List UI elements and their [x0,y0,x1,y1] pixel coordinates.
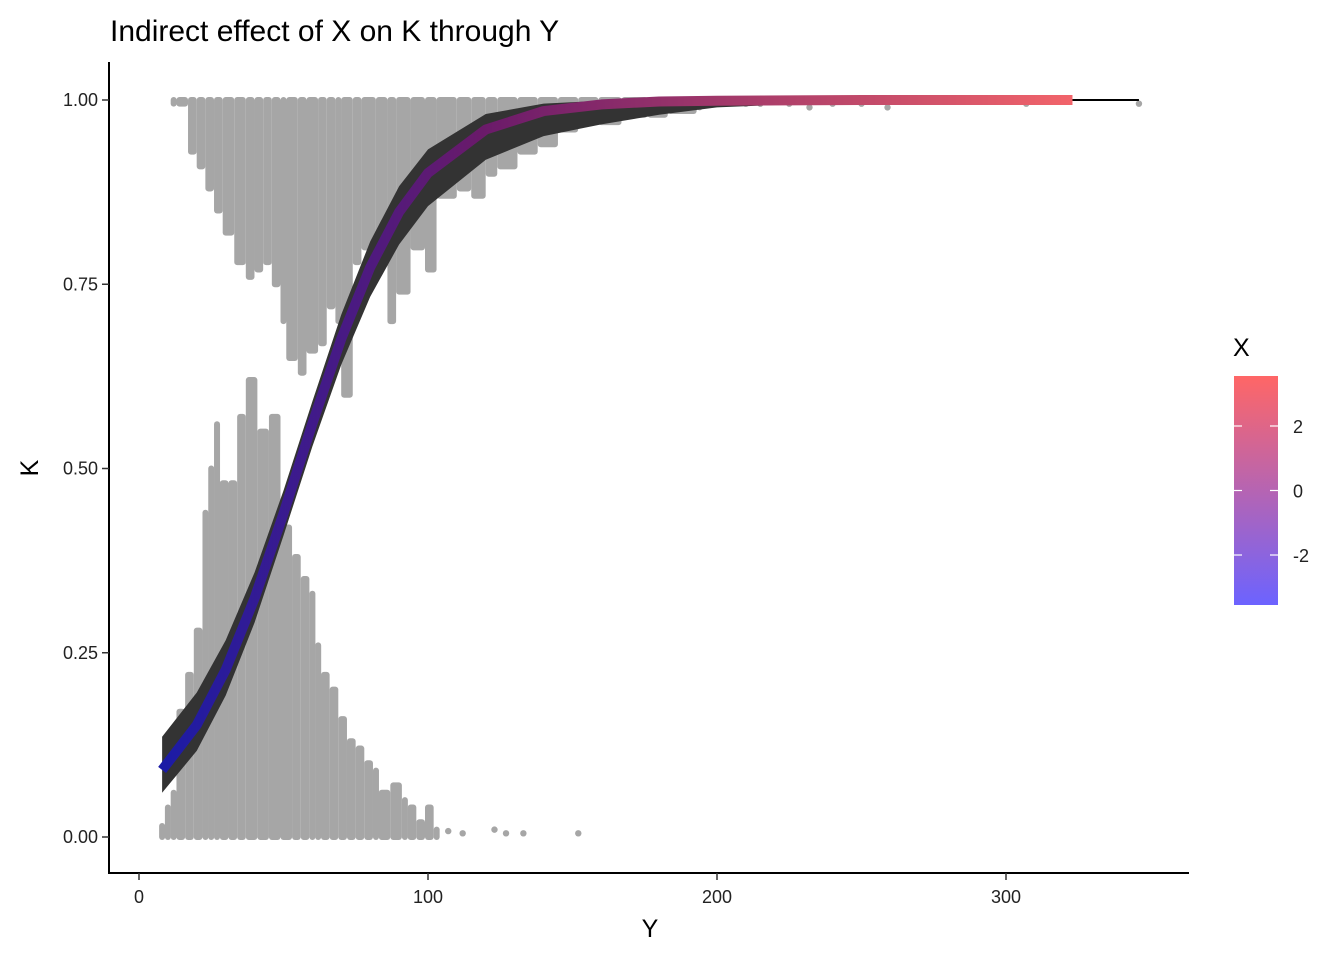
k1-stack-column [326,97,336,310]
legend-tick-label: 2 [1293,417,1303,437]
y-tick-label: 0.00 [63,827,98,847]
k0-stack-column [355,745,365,840]
k0-stack-column [425,804,434,840]
chart-title: Indirect effect of X on K through Y [110,15,559,48]
k0-stack-column [208,465,215,840]
k0-stack-column [300,576,310,840]
y-tick-label: 0.50 [63,459,98,479]
k0-stack-column [338,716,347,840]
observed-point [1135,100,1143,107]
k0-stack-column [159,822,166,840]
k1-stack-column [176,97,189,107]
k1-stack-column [361,97,376,251]
legend-ticks: 2 0 -2 [1234,417,1309,566]
observed-point [520,830,527,837]
k0-stack-column [407,804,417,840]
k0-stack-column [364,760,373,840]
k1-stack-column [245,97,255,280]
k1-stack-column [234,97,246,266]
k1-stack-column [297,97,307,376]
k0-stack-column [315,642,322,840]
k1-stack-column [170,97,177,107]
observed-points [159,97,1143,840]
fit-layer [158,95,1139,793]
observed-point [445,827,452,835]
x-tick-label: 300 [991,887,1021,907]
k0-stack-column [164,804,171,840]
observed-point [575,830,582,837]
k1-stack-column [222,97,235,236]
x-axis-title: Y [642,915,659,943]
k0-stack-column [214,421,221,840]
k0-stack-column [378,789,391,840]
k0-stack-column [268,413,281,840]
k1-stack-column [352,97,362,266]
x-tick-label: 0 [134,887,144,907]
legend-title: X [1233,334,1250,362]
k0-stack-column [320,671,330,840]
observed-point [459,830,466,837]
k0-stack-column [433,826,440,840]
k1-stack-column [335,97,342,325]
k1-stack-column [286,97,298,361]
x-ticks: 0 100 200 300 [134,873,1021,907]
k1-stack-column [375,97,388,236]
y-tick-label: 1.00 [63,90,98,110]
y-axis-title: K [16,459,44,476]
k0-stack-column [257,428,269,840]
observed-point [884,104,891,111]
observed-point [491,826,498,833]
k1-stack-column [318,97,327,347]
legend-tick-label: 0 [1293,482,1303,502]
k1-stack-column [271,97,281,288]
k1-stack-column [214,97,223,214]
k0-stack-column [329,686,339,840]
y-ticks: 0.00 0.25 0.50 0.75 1.00 [63,90,109,847]
k1-stack-column [254,97,264,273]
k1-stack-column [205,97,215,192]
k0-stack-column [346,738,356,840]
x-tick-label: 100 [413,887,443,907]
k0-stack-column [170,789,177,840]
legend-tick-label: -2 [1293,546,1309,566]
k0-stack-column [416,819,425,840]
k0-stack-column [202,509,209,840]
k0-stack-column [372,767,379,840]
k1-stack-column [196,97,206,170]
observed-point [502,830,510,837]
k0-stack-column [390,782,402,840]
fit-line [158,95,1073,773]
observed-point [806,104,813,111]
k0-stack-column [309,590,316,840]
y-tick-label: 0.75 [63,274,98,294]
x-tick-label: 200 [702,887,732,907]
k1-stack-column [280,97,287,325]
y-tick-label: 0.25 [63,643,98,663]
k0-stack-column [292,553,301,840]
k1-stack-column [263,97,272,266]
legend: X 2 0 -2 [1233,334,1309,605]
k1-stack-column [188,97,197,155]
k0-stack-column [280,524,293,840]
k0-stack-column [401,797,408,840]
k1-stack-column [306,97,319,354]
